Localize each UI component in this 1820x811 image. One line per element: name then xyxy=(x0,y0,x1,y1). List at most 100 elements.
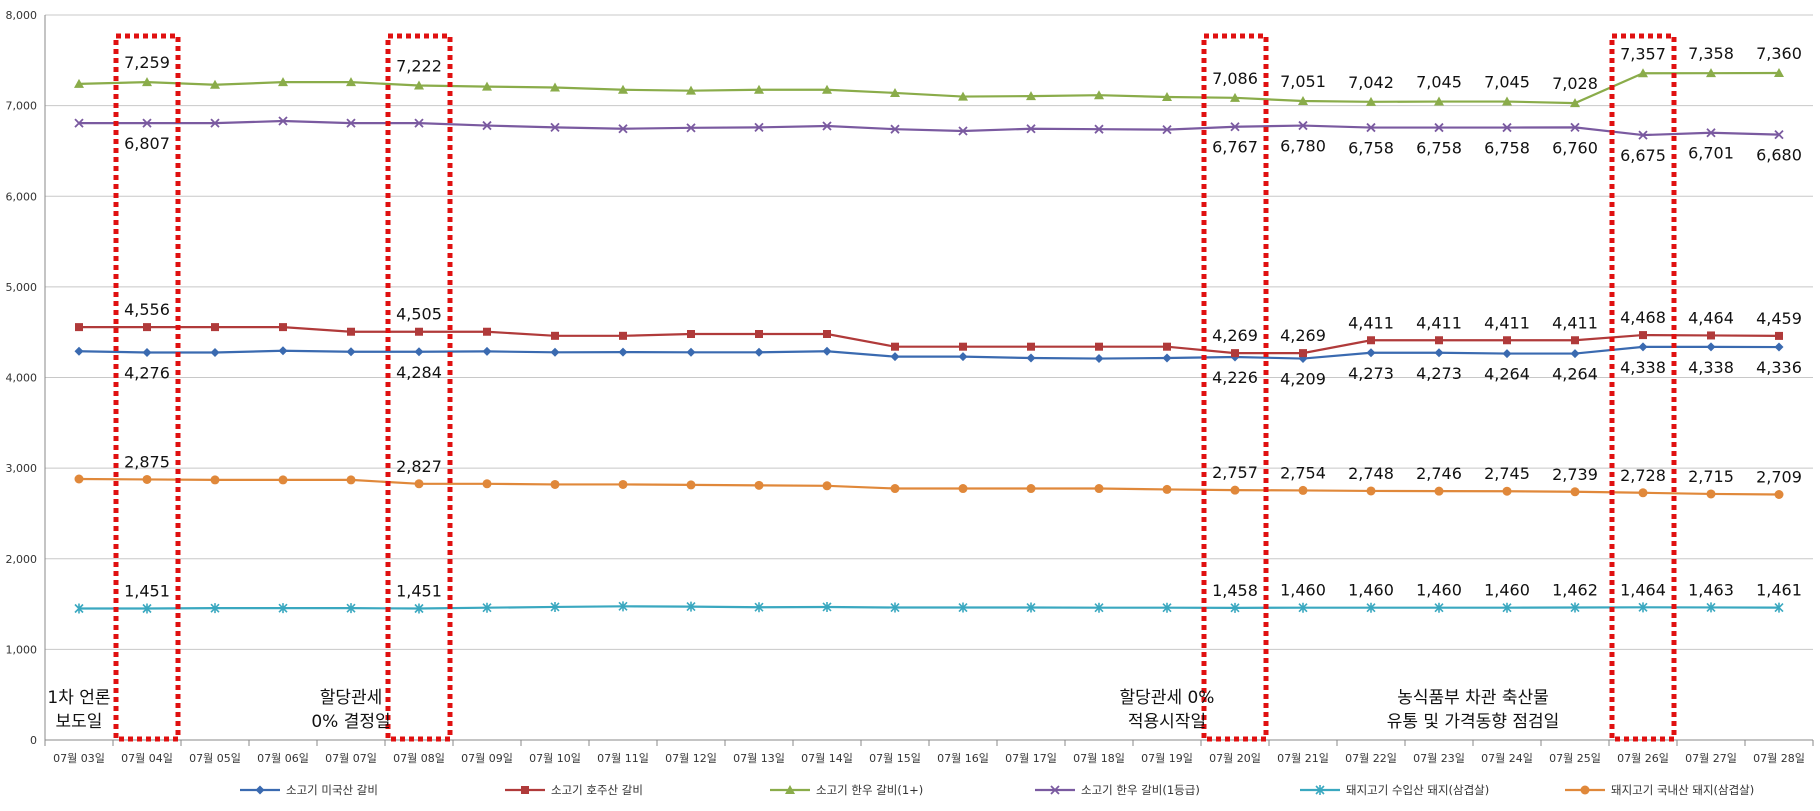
data-point xyxy=(1774,129,1784,140)
data-label: 4,411 xyxy=(1348,313,1394,332)
x-tick-label: 07월 10일 xyxy=(529,751,581,765)
data-point xyxy=(1094,354,1104,364)
data-point xyxy=(1298,120,1308,131)
annotation-text: 농식품부 차관 축산물 xyxy=(1397,688,1549,708)
x-tick-label: 07월 15일 xyxy=(869,751,921,765)
data-point xyxy=(211,323,219,332)
x-tick-label: 07월 22일 xyxy=(1345,751,1397,765)
data-point xyxy=(1026,91,1036,101)
data-point xyxy=(1638,602,1648,613)
series-line xyxy=(79,119,1780,137)
data-point xyxy=(686,601,696,612)
data-label: 1,460 xyxy=(1416,581,1462,600)
data-point xyxy=(822,601,832,612)
data-point xyxy=(142,474,152,484)
y-tick-label: 7,000 xyxy=(6,100,38,113)
data-point xyxy=(618,124,628,134)
data-point xyxy=(550,479,560,489)
data-point xyxy=(890,602,900,613)
data-point xyxy=(142,347,152,357)
data-label: 2,745 xyxy=(1484,464,1530,483)
data-point xyxy=(1367,336,1375,345)
data-label: 2,875 xyxy=(124,452,170,471)
data-point xyxy=(686,85,696,95)
annotation-text: 할당관세 0% xyxy=(1120,688,1215,708)
data-label: 4,338 xyxy=(1688,358,1734,377)
y-tick-label: 1,000 xyxy=(6,643,38,656)
data-point xyxy=(1502,122,1512,133)
y-tick-label: 5,000 xyxy=(6,281,38,294)
y-tick-label: 0 xyxy=(30,734,37,747)
data-label: 4,411 xyxy=(1484,313,1530,332)
data-point xyxy=(958,126,968,136)
data-label: 6,760 xyxy=(1552,138,1598,157)
data-point xyxy=(74,78,84,88)
highlight-box xyxy=(1201,33,1269,742)
data-point xyxy=(822,84,832,94)
data-point xyxy=(1026,602,1036,613)
data-point xyxy=(521,786,529,794)
data-point xyxy=(550,122,560,133)
data-point xyxy=(890,87,900,97)
data-label: 4,269 xyxy=(1212,326,1258,345)
data-label: 7,045 xyxy=(1484,73,1530,92)
data-point xyxy=(346,475,356,485)
data-point xyxy=(958,484,968,494)
data-point xyxy=(142,603,152,614)
data-point xyxy=(1774,489,1784,499)
data-point xyxy=(959,342,967,351)
data-point xyxy=(1366,96,1376,106)
data-point xyxy=(550,347,560,357)
x-tick-label: 07월 04일 xyxy=(121,751,173,765)
x-tick-label: 07월 06일 xyxy=(257,751,309,765)
data-point xyxy=(890,352,900,362)
data-point xyxy=(1094,484,1104,494)
y-tick-label: 4,000 xyxy=(6,372,38,385)
data-point xyxy=(1502,602,1512,613)
x-tick-label: 07월 20일 xyxy=(1209,751,1261,765)
data-point xyxy=(754,480,764,490)
data-point xyxy=(1026,353,1036,363)
data-point xyxy=(822,481,832,491)
annotation-text: 0% 결정일 xyxy=(311,712,390,732)
data-point xyxy=(1570,122,1580,133)
data-label: 1,458 xyxy=(1212,581,1258,600)
data-label: 4,269 xyxy=(1280,326,1326,345)
data-point xyxy=(1639,331,1647,340)
series-line xyxy=(79,326,1780,355)
data-point xyxy=(1366,602,1376,613)
data-point xyxy=(142,118,152,128)
data-point xyxy=(1503,336,1511,345)
data-point xyxy=(754,84,764,94)
data-point xyxy=(686,480,696,490)
data-point xyxy=(890,124,900,134)
data-point xyxy=(1707,331,1715,340)
data-point xyxy=(1162,92,1172,102)
highlight-box xyxy=(385,33,453,742)
data-point xyxy=(550,82,560,92)
data-point xyxy=(278,475,288,485)
data-label: 4,209 xyxy=(1280,370,1326,389)
data-label: 6,767 xyxy=(1212,138,1258,157)
data-point xyxy=(1706,342,1716,352)
data-label: 1,462 xyxy=(1552,581,1598,600)
data-label: 4,273 xyxy=(1348,364,1394,383)
data-label: 6,807 xyxy=(124,134,170,153)
data-point xyxy=(483,327,491,336)
data-point xyxy=(1094,124,1104,134)
data-point xyxy=(958,91,968,101)
data-point xyxy=(1230,602,1240,613)
data-label: 6,758 xyxy=(1348,139,1394,158)
data-point xyxy=(414,80,424,90)
data-point xyxy=(1434,348,1444,358)
data-label: 4,273 xyxy=(1416,364,1462,383)
data-point xyxy=(1570,602,1580,613)
data-point xyxy=(414,347,424,357)
x-tick-label: 07월 23일 xyxy=(1413,751,1465,765)
data-point xyxy=(210,79,220,89)
data-label: 1,460 xyxy=(1484,581,1530,600)
data-point xyxy=(1366,348,1376,358)
x-tick-label: 07월 21일 xyxy=(1277,751,1329,765)
data-point xyxy=(414,118,424,128)
